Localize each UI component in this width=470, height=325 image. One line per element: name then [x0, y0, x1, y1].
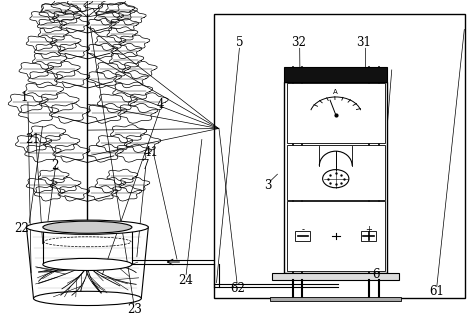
- Polygon shape: [8, 93, 48, 113]
- Polygon shape: [110, 18, 139, 33]
- Polygon shape: [52, 11, 81, 25]
- Bar: [361, 231, 376, 241]
- Bar: [287, 83, 385, 143]
- Text: 5: 5: [236, 36, 243, 49]
- Polygon shape: [55, 71, 89, 88]
- Polygon shape: [87, 103, 127, 123]
- Polygon shape: [28, 71, 63, 88]
- Polygon shape: [18, 103, 58, 123]
- Bar: [287, 201, 385, 271]
- Bar: [284, 67, 387, 82]
- Polygon shape: [38, 27, 69, 42]
- Polygon shape: [67, 0, 109, 11]
- Polygon shape: [34, 186, 65, 201]
- Text: 3: 3: [264, 179, 272, 192]
- Polygon shape: [19, 61, 54, 79]
- Polygon shape: [107, 169, 138, 185]
- Polygon shape: [87, 71, 121, 88]
- Polygon shape: [84, 0, 125, 14]
- Polygon shape: [87, 18, 116, 33]
- Polygon shape: [39, 3, 80, 23]
- Text: 41: 41: [143, 146, 158, 159]
- Polygon shape: [26, 35, 57, 50]
- Text: 62: 62: [230, 282, 245, 295]
- Polygon shape: [111, 43, 142, 59]
- Polygon shape: [97, 93, 137, 113]
- Polygon shape: [39, 93, 79, 113]
- Polygon shape: [118, 103, 158, 123]
- Bar: [270, 297, 401, 301]
- Ellipse shape: [26, 220, 149, 234]
- Text: 7: 7: [142, 159, 150, 172]
- Polygon shape: [58, 186, 89, 201]
- Polygon shape: [51, 0, 93, 14]
- Polygon shape: [119, 177, 150, 193]
- Bar: [284, 82, 387, 273]
- Polygon shape: [113, 82, 153, 102]
- Polygon shape: [128, 93, 168, 113]
- Text: 2: 2: [51, 159, 58, 172]
- Polygon shape: [25, 144, 61, 162]
- Text: 1: 1: [20, 91, 28, 104]
- Polygon shape: [110, 125, 147, 143]
- Bar: [296, 231, 311, 241]
- Polygon shape: [117, 11, 146, 25]
- Polygon shape: [87, 186, 118, 201]
- Polygon shape: [30, 125, 66, 143]
- Polygon shape: [50, 35, 81, 50]
- Bar: [287, 145, 385, 200]
- Text: A: A: [333, 89, 338, 95]
- Polygon shape: [125, 135, 161, 152]
- Text: 61: 61: [429, 285, 444, 298]
- Polygon shape: [87, 144, 123, 162]
- Polygon shape: [94, 11, 124, 25]
- Ellipse shape: [33, 291, 141, 305]
- Polygon shape: [58, 43, 89, 59]
- Text: 4: 4: [156, 98, 164, 111]
- Text: 24: 24: [178, 274, 193, 287]
- Bar: [273, 273, 399, 280]
- Text: 21: 21: [25, 133, 40, 146]
- Ellipse shape: [43, 221, 132, 233]
- Text: 6: 6: [372, 268, 379, 281]
- Polygon shape: [96, 61, 130, 79]
- Polygon shape: [37, 18, 66, 33]
- Text: 22: 22: [15, 222, 29, 235]
- Polygon shape: [115, 144, 151, 162]
- Polygon shape: [60, 18, 89, 33]
- Polygon shape: [50, 177, 81, 193]
- Polygon shape: [95, 177, 126, 193]
- Polygon shape: [106, 3, 135, 17]
- Polygon shape: [96, 3, 137, 23]
- Polygon shape: [111, 186, 142, 201]
- Polygon shape: [44, 135, 80, 152]
- Circle shape: [322, 170, 349, 188]
- Polygon shape: [95, 35, 126, 50]
- Text: 23: 23: [127, 303, 141, 316]
- Polygon shape: [119, 35, 150, 50]
- Polygon shape: [114, 71, 148, 88]
- Text: +: +: [365, 225, 372, 234]
- Polygon shape: [38, 169, 69, 185]
- Text: 31: 31: [356, 36, 371, 49]
- Polygon shape: [41, 3, 70, 17]
- Text: 32: 32: [291, 36, 306, 49]
- Polygon shape: [32, 52, 67, 69]
- Ellipse shape: [43, 258, 132, 270]
- Polygon shape: [87, 43, 118, 59]
- Polygon shape: [96, 135, 133, 152]
- Polygon shape: [107, 27, 138, 42]
- Polygon shape: [123, 61, 157, 79]
- Polygon shape: [34, 43, 65, 59]
- Bar: [214, 14, 465, 298]
- Polygon shape: [16, 135, 52, 152]
- Polygon shape: [30, 11, 59, 25]
- Polygon shape: [109, 52, 144, 69]
- Polygon shape: [24, 82, 63, 102]
- Polygon shape: [26, 177, 57, 193]
- Polygon shape: [53, 144, 89, 162]
- Text: -: -: [301, 225, 305, 234]
- Polygon shape: [46, 61, 80, 79]
- Polygon shape: [49, 103, 89, 123]
